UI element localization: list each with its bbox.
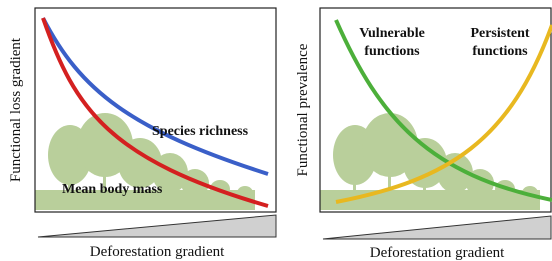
- gradient-wedge: [38, 215, 276, 237]
- x-axis-label: Deforestation gradient: [90, 244, 225, 260]
- curve-label: Vulnerable: [359, 26, 425, 41]
- curve-label: functions: [472, 44, 528, 59]
- y-axis-label: Functional loss gradient: [8, 37, 24, 182]
- x-axis-label: Deforestation gradient: [370, 245, 505, 261]
- panel-left: Species richness Mean body mass Function…: [8, 8, 276, 260]
- figure: Species richness Mean body mass Function…: [0, 0, 552, 261]
- gradient-wedge: [323, 216, 551, 239]
- curve-label: Mean body mass: [62, 182, 163, 197]
- curve-label: Species richness: [152, 124, 249, 139]
- y-axis-label: Functional prevalence: [295, 43, 311, 176]
- curve-label: functions: [364, 44, 420, 59]
- panel-right: Vulnerable functions Persistent function…: [295, 8, 552, 261]
- curve-label: Persistent: [470, 26, 529, 41]
- tree-silhouette: [320, 113, 540, 210]
